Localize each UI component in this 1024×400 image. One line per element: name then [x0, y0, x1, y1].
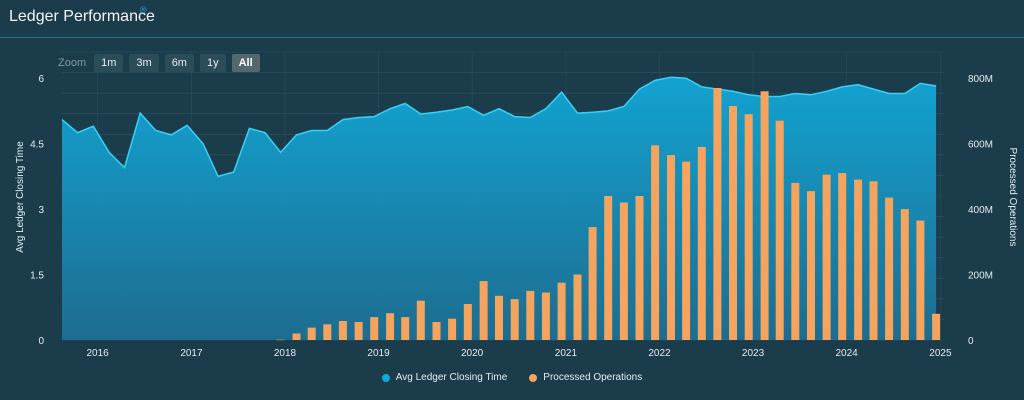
operations-bar — [729, 106, 737, 340]
x-tick-label: 2023 — [742, 348, 765, 359]
operations-bar — [604, 196, 613, 340]
y-right-tick-label: 600M — [968, 140, 993, 151]
operations-bar — [775, 120, 784, 340]
operations-bar — [479, 281, 488, 340]
chart-canvas: 0 1.5 3 4.5 6 0 200M 400M 600M 800M 2016 2017 2018 20… — [15, 51, 1018, 359]
operations-series[interactable] — [276, 88, 941, 341]
y-right-tick-label: 800M — [968, 74, 993, 85]
chart-legend: Avg Ledger Closing Time Processed Operat… — [0, 372, 1024, 383]
y-left-axis-title: Avg Ledger Closing Time — [15, 141, 26, 253]
x-tick-label: 2024 — [835, 348, 858, 359]
zoom-button-all[interactable]: All — [231, 54, 260, 72]
title-divider — [0, 37, 1024, 38]
operations-bar — [386, 313, 395, 340]
x-tick-label: 2016 — [87, 348, 110, 359]
y-right-axis-title: Processed Operations — [1007, 148, 1018, 247]
y-right-tick-label: 0 — [968, 336, 974, 347]
legend-item-operations[interactable]: Processed Operations — [529, 372, 642, 383]
operations-bar — [416, 300, 425, 340]
zoom-controls: Zoom 1m 3m 6m 1y All — [58, 54, 260, 72]
zoom-button-3m[interactable]: 3m — [129, 54, 159, 72]
y-left-tick-label: 6 — [38, 74, 44, 85]
closing-time-line — [61, 76, 937, 178]
operations-bar — [541, 292, 550, 340]
legend-label: Processed Operations — [543, 372, 643, 383]
y-left-tick-label: 0 — [38, 336, 44, 347]
y-right-tick-label: 200M — [968, 271, 993, 282]
zoom-button-6m[interactable]: 6m — [164, 54, 194, 72]
y-right-tick-label: 400M — [968, 205, 993, 216]
operations-bar — [791, 182, 800, 340]
x-tick-label: 2021 — [555, 348, 578, 359]
operations-bar — [822, 174, 831, 340]
x-tick-label: 2025 — [929, 348, 952, 359]
operations-bar — [338, 321, 347, 340]
zoom-button-1y[interactable]: 1y — [199, 54, 226, 72]
operations-bar — [401, 317, 410, 340]
operations-bar — [760, 91, 769, 340]
operations-bar — [869, 181, 878, 340]
zoom-button-1m[interactable]: 1m — [94, 54, 124, 72]
operations-bar — [667, 155, 675, 340]
operations-bar — [588, 227, 597, 340]
operations-bar — [900, 209, 909, 340]
operations-bar — [838, 173, 847, 340]
x-tick-label: 2018 — [274, 348, 297, 359]
y-left-tick-label: 3 — [38, 205, 44, 216]
axes: 0 1.5 3 4.5 6 0 200M 400M 600M 800M 2016 2017 2018 20… — [30, 74, 993, 359]
operations-bar — [573, 274, 582, 340]
operations-bar — [854, 179, 863, 340]
y-left-tick-label: 4.5 — [30, 140, 44, 151]
y-left-tick-label: 1.5 — [30, 271, 44, 282]
operations-bar — [885, 197, 894, 340]
operations-bar — [651, 145, 660, 340]
operations-bar — [354, 322, 363, 340]
operations-bar — [307, 327, 316, 340]
operations-bar — [682, 161, 691, 340]
operations-bar — [370, 317, 379, 340]
x-tick-label: 2022 — [648, 348, 671, 359]
operations-bar — [557, 282, 566, 340]
operations-bar — [635, 196, 644, 340]
operations-bar — [463, 304, 472, 340]
legend-dot-icon — [529, 373, 538, 382]
operations-bar — [916, 220, 925, 340]
operations-bar — [292, 333, 301, 340]
zoom-label: Zoom — [58, 57, 87, 69]
operations-bar — [276, 339, 285, 341]
x-tick-label: 2020 — [461, 348, 484, 359]
operations-bar — [713, 88, 722, 340]
operations-bar — [510, 299, 519, 340]
operations-bar — [697, 146, 706, 340]
legend-label: Avg Ledger Closing Time — [395, 372, 508, 383]
operations-bar — [323, 324, 332, 340]
operations-bar — [619, 202, 628, 340]
chart-title: Ledger Performance — [9, 8, 155, 25]
operations-bar — [495, 295, 503, 340]
legend-dot-icon — [381, 373, 390, 382]
operations-bar — [526, 290, 535, 340]
legend-item-closing-time[interactable]: Avg Ledger Closing Time — [381, 372, 508, 383]
operations-bar — [744, 114, 753, 340]
operations-bar — [448, 318, 457, 340]
x-tick-label: 2019 — [367, 348, 390, 359]
registered-mark: ® — [140, 5, 147, 15]
operations-bar — [932, 313, 941, 340]
x-tick-label: 2017 — [180, 348, 203, 359]
operations-bar — [432, 322, 441, 340]
operations-bar — [807, 191, 815, 340]
